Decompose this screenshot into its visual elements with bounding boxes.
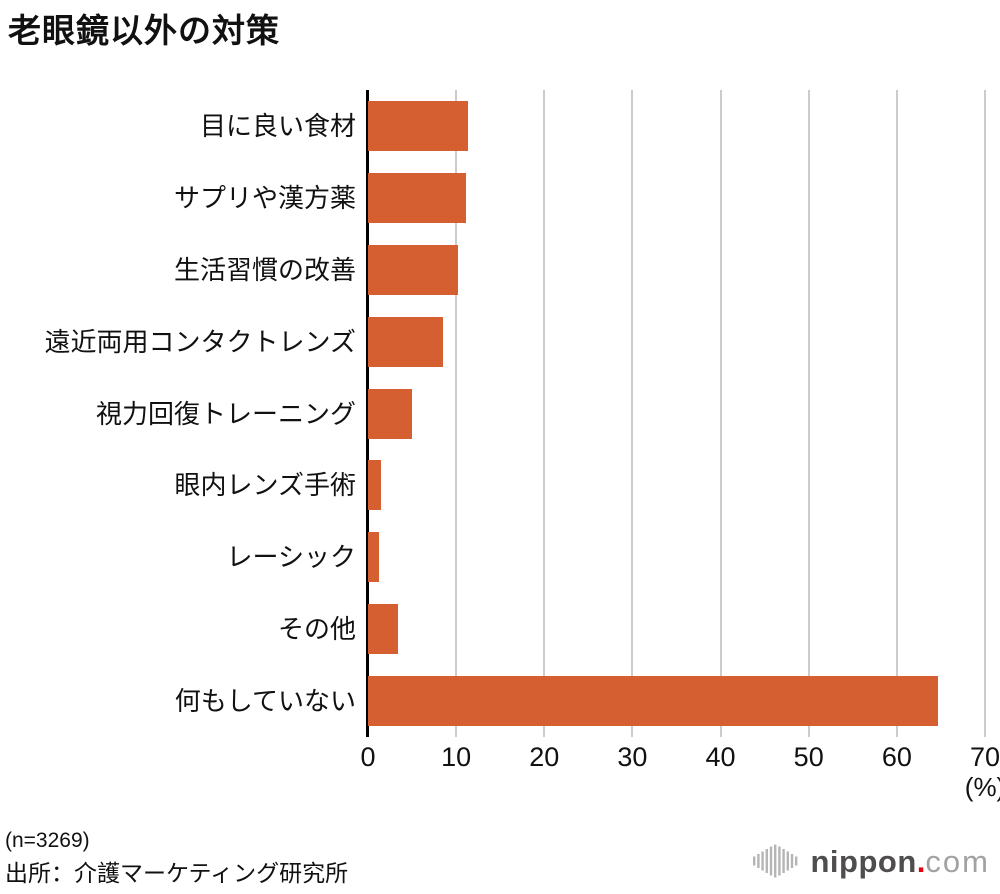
nippon-com-logo: nippon . com <box>751 842 991 880</box>
bar-7 <box>368 604 398 655</box>
x-tick-label-70: 70 <box>969 742 1000 772</box>
logo-tld: com <box>925 843 990 879</box>
bar-0 <box>368 100 468 151</box>
bar-4 <box>368 388 413 439</box>
x-tick-label-60: 60 <box>881 742 912 772</box>
x-tick-label-20: 20 <box>529 742 560 772</box>
x-axis-unit-label: (%) <box>964 772 1000 802</box>
y-axis-line <box>366 90 369 737</box>
bar-6 <box>368 532 379 583</box>
gridline-30 <box>631 90 634 737</box>
category-label-1: サプリや漢方薬 <box>173 182 356 213</box>
category-label-7: その他 <box>277 614 356 645</box>
plot-area <box>366 90 986 737</box>
category-label-8: 何もしていない <box>174 686 356 717</box>
gridline-50 <box>807 90 810 737</box>
category-label-2: 生活習慣の改善 <box>173 254 356 285</box>
x-tick-label-0: 0 <box>360 742 376 772</box>
gridline-60 <box>895 90 898 737</box>
sample-size-note: (n=3269) <box>5 829 90 852</box>
gridline-40 <box>719 90 722 737</box>
category-label-6: レーシック <box>226 542 356 573</box>
x-tick-label-10: 10 <box>441 742 472 772</box>
category-label-5: 眼内レンズ手術 <box>174 470 356 501</box>
gridline-20 <box>543 90 546 737</box>
x-tick-label-50: 50 <box>793 742 824 772</box>
category-label-0: 目に良い食材 <box>199 110 356 141</box>
gridline-70 <box>984 90 986 737</box>
logo-brand: nippon <box>810 843 917 879</box>
bar-2 <box>368 244 458 295</box>
logo-dot: . <box>916 843 926 879</box>
bar-1 <box>368 172 466 223</box>
logo-text: nippon . com <box>811 846 991 877</box>
source-note: 出所：介護マーケティング研究所 <box>5 860 349 886</box>
gridline-10 <box>455 90 458 737</box>
x-tick-label-30: 30 <box>617 742 648 772</box>
x-tick-label-40: 40 <box>705 742 736 772</box>
category-label-4: 視力回復トレーニング <box>95 398 356 429</box>
bar-3 <box>368 316 443 367</box>
bar-5 <box>368 460 382 511</box>
chart-title: 老眼鏡以外の対策 <box>8 12 280 49</box>
bar-8 <box>368 676 939 727</box>
category-label-3: 遠近両用コンタクトレンズ <box>44 326 356 357</box>
soundwave-bars-icon <box>752 844 797 878</box>
